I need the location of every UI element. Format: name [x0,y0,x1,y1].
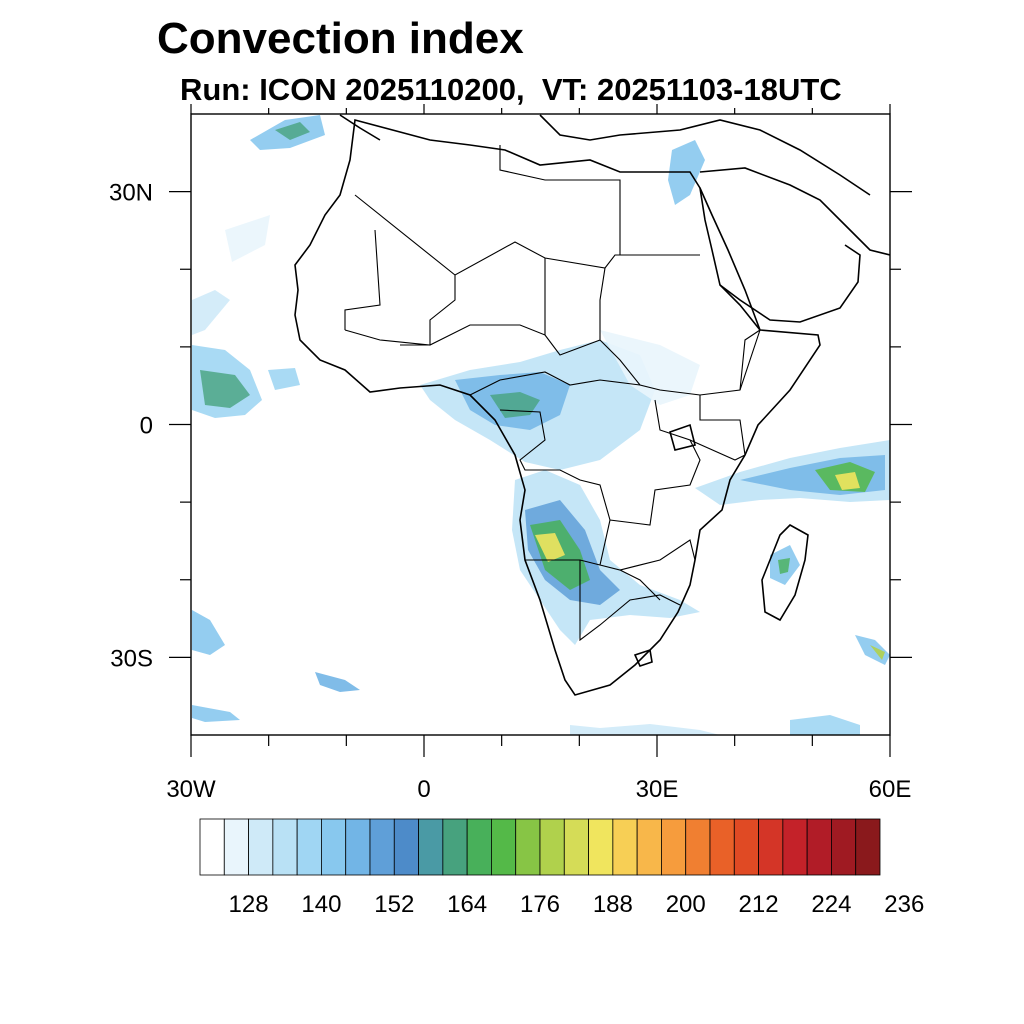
coastline [294,114,890,696]
field-s-ocean-2 [790,715,860,735]
lake-victoria [669,423,696,451]
field-wafrica [192,290,230,335]
axis-ticks [169,104,912,757]
field-north-atlantic-core [275,122,310,140]
colorbar-box [733,818,759,876]
colorbar-labels: 128 140 152 164 176 188 200 212 224 236 [229,891,925,918]
colorbar-box [612,818,638,876]
field-madagascar-core [778,558,790,574]
colorbar-box [855,818,881,876]
colorbar-box [831,818,857,876]
colorbar-box [223,818,249,876]
colorbar-label: 200 [666,891,706,918]
colorbar-label: 176 [520,891,560,918]
field-s-atlantic-1 [192,610,225,655]
field-s-atlantic-2 [315,672,360,692]
field-se [855,635,890,665]
colorbar-box [345,818,371,876]
border-east [689,329,761,461]
colorbar-box [442,818,468,876]
colorbar-label: 236 [884,891,924,918]
axis-labels: 30W 0 30E 60E 30N 0 30S [109,180,911,803]
lesotho [633,648,653,667]
field-indian-peak [835,472,860,490]
field-southern-peak [535,533,565,562]
colorbar-box [563,818,589,876]
field-eafrica [600,330,700,405]
field-atlantic-mid [268,368,300,390]
colorbar-box [466,818,492,876]
colorbar-box [782,818,808,876]
x-tick-label: 0 [417,776,430,803]
colorbar-box [272,818,298,876]
y-tick-label: 30S [110,645,153,672]
colorbar-label: 140 [301,891,341,918]
x-tick-label: 30W [166,776,216,803]
convection-field [192,115,890,735]
field-s-ocean [570,724,720,735]
colorbar-label: 188 [593,891,633,918]
colorbar-box [636,818,662,876]
border-central [469,371,701,526]
africa-coast [294,118,821,696]
colorbar-label: 212 [739,891,779,918]
europe-coast [339,114,871,196]
colorbar-box [418,818,444,876]
colorbar-box [758,818,784,876]
chart-title: Convection index [157,14,524,63]
colorbar-box [296,818,322,876]
colorbar-box [709,818,735,876]
colorbar-box [369,818,395,876]
colorbar-box [321,818,347,876]
country-borders [344,145,761,642]
field-atlantic-eq-core [200,370,250,408]
colorbar-label: 224 [811,891,851,918]
madagascar [761,524,809,622]
colorbar-box [393,818,419,876]
border-n-africa [344,145,700,346]
colorbar-box [491,818,517,876]
colorbar-box [199,818,225,876]
field-s-atlantic-3 [192,705,240,722]
colorbar-label: 128 [229,891,269,918]
colorbar-box [806,818,832,876]
y-tick-label: 30N [109,180,153,207]
arabia-coast [699,167,890,323]
colorbar-box [539,818,565,876]
red-sea-coast [699,187,761,331]
x-tick-label: 60E [869,776,912,803]
field-se-core [870,645,885,660]
x-tick-label: 30E [636,776,679,803]
chart-subtitle: Run: ICON 2025110200, VT: 20251103-18UTC [180,72,842,107]
y-tick-label: 0 [140,413,153,440]
colorbar-box [588,818,614,876]
colorbar-label: 164 [447,891,487,918]
colorbar-box [685,818,711,876]
field-wafrica-2 [225,215,270,262]
colorbar-box [661,818,687,876]
colorbar [199,818,881,876]
colorbar-label: 152 [374,891,414,918]
colorbar-box [515,818,541,876]
border-south [525,519,696,642]
colorbar-box [248,818,274,876]
